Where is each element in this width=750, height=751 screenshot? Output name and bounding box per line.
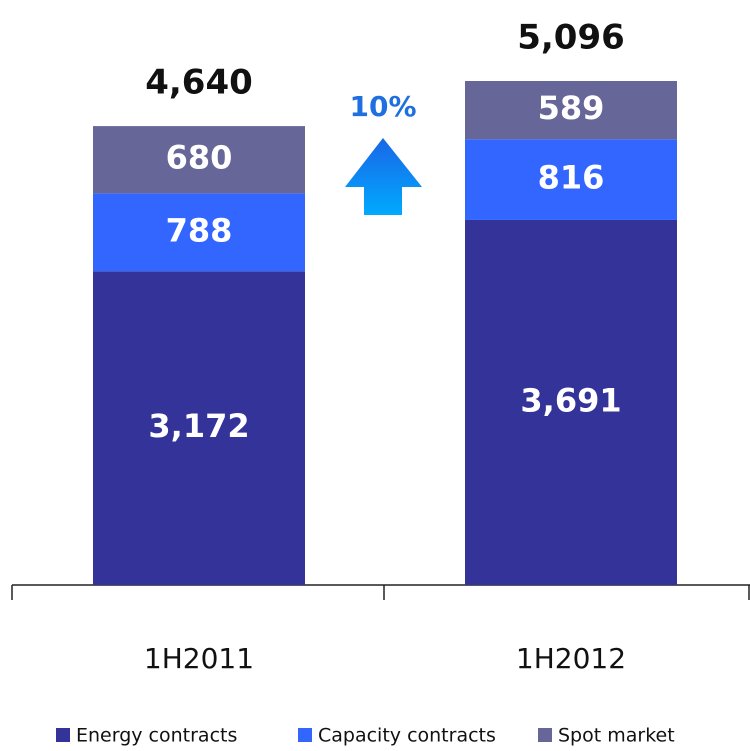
legend-swatch bbox=[298, 728, 312, 742]
bar-segment bbox=[93, 126, 305, 194]
segment-label: 788 bbox=[166, 211, 233, 249]
legend-swatch bbox=[538, 728, 552, 742]
segment-label: 589 bbox=[538, 89, 605, 127]
bar-segment bbox=[465, 139, 677, 220]
legend-label: Spot market bbox=[558, 725, 675, 747]
segment-label: 816 bbox=[538, 159, 605, 197]
segment-label: 3,691 bbox=[520, 381, 621, 419]
total-label: 4,640 bbox=[145, 63, 253, 103]
up-arrow bbox=[345, 138, 422, 215]
legend-swatch bbox=[56, 728, 70, 742]
bar-segment bbox=[93, 193, 305, 272]
segment-label: 680 bbox=[166, 139, 233, 177]
legend-label: Capacity contracts bbox=[318, 725, 496, 747]
bar-segment bbox=[465, 219, 677, 586]
x-tick-label: 1H2012 bbox=[516, 642, 626, 675]
total-label: 5,096 bbox=[517, 18, 625, 58]
bar-segment bbox=[465, 81, 677, 140]
x-tick-label: 1H2011 bbox=[144, 642, 254, 675]
segment-label: 3,172 bbox=[148, 407, 249, 445]
bar-segment bbox=[93, 271, 305, 585]
growth-annotation: 10% bbox=[349, 90, 416, 123]
legend-label: Energy contracts bbox=[76, 725, 237, 747]
